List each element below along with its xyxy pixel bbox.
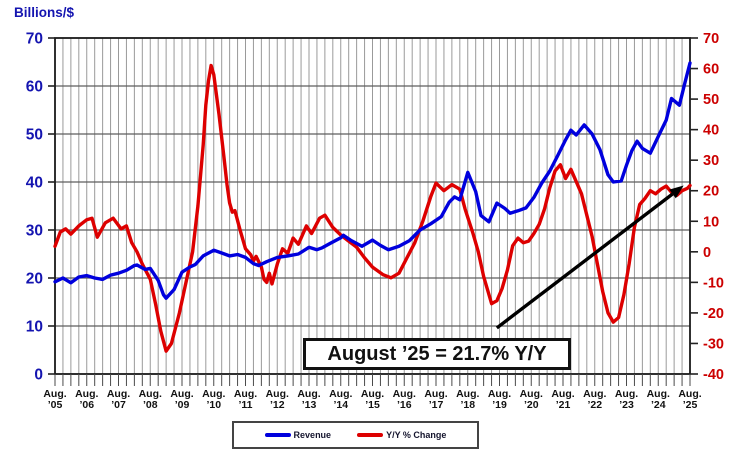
- legend-item-yoy-change: Y/Y % Change: [357, 430, 446, 440]
- right-tick-label: 50: [703, 92, 719, 108]
- x-tick-year: ’19: [492, 399, 507, 411]
- left-tick-label: 10: [26, 319, 43, 336]
- x-tick-year: ’20: [524, 399, 539, 411]
- x-tick-year: ’12: [270, 399, 285, 411]
- left-axis-title: Billions/$: [14, 5, 75, 20]
- right-tick-label: -20: [703, 306, 724, 322]
- x-tick-year: ’22: [587, 399, 602, 411]
- x-tick-month: Aug.: [615, 388, 638, 400]
- right-tick-label: 40: [703, 123, 719, 139]
- annotation-arrow: [495, 185, 684, 330]
- x-tick-month: Aug.: [266, 388, 289, 400]
- x-tick-month: Aug.: [424, 388, 447, 400]
- x-tick-year: ’21: [556, 399, 571, 411]
- annotation-text: August ’25 = 21.7% Y/Y: [327, 342, 547, 365]
- x-tick-year: ’18: [460, 399, 475, 411]
- x-tick-month: Aug.: [139, 388, 162, 400]
- revenue-line-swatch-icon: [264, 433, 291, 437]
- x-tick-year: ’11: [238, 399, 252, 411]
- yoy-line-swatch-icon: [357, 433, 384, 437]
- x-tick-month: Aug.: [107, 388, 130, 400]
- right-tick-label: 0: [703, 245, 711, 261]
- left-tick-label: 50: [26, 127, 43, 144]
- vertical-gridlines: [62, 38, 683, 374]
- left-tick-label: 60: [26, 79, 43, 96]
- x-tick-month: Aug.: [583, 388, 606, 400]
- right-tick-label: 10: [703, 214, 719, 230]
- x-tick-year: ’15: [365, 399, 380, 411]
- x-tick-year: ’07: [111, 399, 126, 411]
- left-tick-label: 70: [26, 31, 43, 48]
- revenue-yoy-chart: 70 60 50 40 30 20 10 0 70 60 50 40 30 20 10 0 -10 -20 -30 -…: [26, 31, 724, 412]
- left-tick-label: 0: [34, 367, 43, 384]
- x-tick-year: ’17: [429, 399, 444, 411]
- right-tick-label: 20: [703, 184, 719, 200]
- x-tick-month: Aug.: [456, 388, 479, 400]
- revenue-line: [53, 61, 692, 300]
- left-tick-label: 20: [26, 271, 43, 288]
- legend-label-revenue: Revenue: [293, 430, 332, 440]
- x-tick-year: ’08: [143, 399, 158, 411]
- x-tick-month: Aug.: [170, 388, 193, 400]
- x-tick-month: Aug.: [678, 388, 701, 400]
- right-tick-label: 60: [703, 62, 719, 78]
- right-tick-label: -10: [703, 275, 724, 291]
- x-tick-month: Aug.: [297, 388, 320, 400]
- x-tick-year: ’14: [333, 399, 348, 411]
- right-axis: 70 60 50 40 30 20 10 0 -10 -20 -30 -40: [690, 31, 724, 383]
- x-tick-year: ’16: [397, 399, 412, 411]
- right-tick-label: 30: [703, 153, 719, 169]
- annotation-box: August ’25 = 21.7% Y/Y: [303, 338, 571, 370]
- x-tick-month: Aug.: [75, 388, 98, 400]
- x-tick-month: Aug.: [520, 388, 543, 400]
- x-tick-year: ’24: [651, 399, 666, 411]
- x-tick-year: ’23: [619, 399, 634, 411]
- x-axis-minor-ticks: [54, 374, 691, 386]
- left-tick-label: 30: [26, 223, 43, 240]
- left-tick-label: 40: [26, 175, 43, 192]
- x-tick-month: Aug.: [393, 388, 416, 400]
- right-tick-label: 70: [703, 31, 719, 47]
- x-tick-month: Aug.: [551, 388, 574, 400]
- x-tick-year: ’10: [206, 399, 221, 411]
- x-tick-year: ’09: [175, 399, 190, 411]
- legend-label-yoy-change: Y/Y % Change: [386, 430, 447, 440]
- x-tick-year: ’13: [302, 399, 317, 411]
- right-tick-label: -30: [703, 336, 724, 352]
- x-tick-month: Aug.: [43, 388, 66, 400]
- legend: Revenue Y/Y % Change: [232, 421, 479, 449]
- right-tick-label: -40: [703, 367, 724, 383]
- x-tick-month: Aug.: [234, 388, 257, 400]
- x-tick-month: Aug.: [361, 388, 384, 400]
- x-tick-month: Aug.: [202, 388, 225, 400]
- x-tick-month: Aug.: [647, 388, 670, 400]
- legend-item-revenue: Revenue: [264, 430, 332, 440]
- horizontal-gridlines: [55, 85, 690, 327]
- x-tick-month: Aug.: [488, 388, 511, 400]
- x-tick-year: ’25: [683, 399, 698, 411]
- left-axis: 70 60 50 40 30 20 10 0: [26, 31, 55, 384]
- x-tick-year: ’06: [79, 399, 94, 411]
- yoy-change-line: [53, 63, 692, 353]
- x-tick-month: Aug.: [329, 388, 352, 400]
- x-tick-year: ’05: [48, 399, 63, 411]
- x-axis-labels: Aug.’05Aug.’06Aug.’07Aug.’08Aug.’09Aug.’…: [43, 388, 701, 411]
